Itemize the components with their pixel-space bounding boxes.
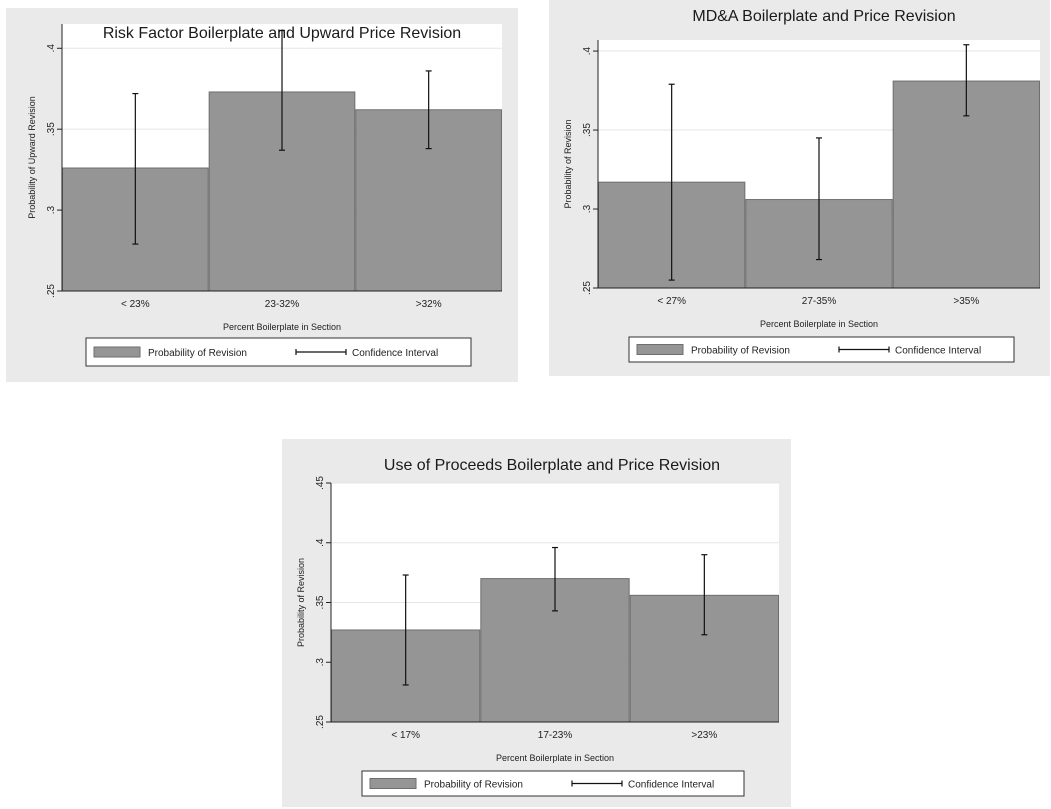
x-tick-label: 17-23% [538,730,573,741]
chart-panel-mda: MD&A Boilerplate and Price Revision .25 .3… [549,0,1050,376]
y-tick-label: .35 [315,595,326,609]
legend-box [628,336,1015,363]
chart-risk-factor: Risk Factor Boilerplate and Upward Price… [27,24,503,367]
x-tick-label: 23-32% [265,299,300,310]
y-axis-label: Probability of Upward Revision [27,96,37,219]
chart-panel-risk-factor: Risk Factor Boilerplate and Upward Price… [6,8,518,382]
legend-bar-label: Probability of Revision [148,348,247,359]
y-tick-label: .35 [46,122,57,136]
legend-ci-label: Confidence Interval [628,780,714,791]
x-tick-label: < 27% [657,296,686,307]
y-tick-label: .4 [46,44,57,53]
chart-title: MD&A Boilerplate and Price Revision [692,8,955,25]
y-tick-label: .3 [315,658,326,667]
y-tick-label: .35 [582,123,593,137]
y-tick-label: .25 [315,715,326,729]
y-tick-label: .3 [582,204,593,213]
y-tick-label: .45 [315,476,326,490]
legend-bar-swatch [636,344,684,355]
legend-ci-label: Confidence Interval [352,348,438,359]
chart-title: Use of Proceeds Boilerplate and Price Re… [384,457,720,474]
legend-bar-swatch [93,346,141,358]
y-tick-label: .4 [582,46,593,55]
x-tick-label: >35% [953,296,979,307]
legend-bar-label: Probability of Revision [424,780,523,791]
chart-mda: MD&A Boilerplate and Price Revision .25 .3… [563,8,1040,363]
legend-ci-label: Confidence Interval [895,346,981,357]
legend-box [85,337,472,367]
y-tick-label: .4 [315,538,326,547]
legend-box [361,770,745,797]
x-tick-label: >23% [691,730,717,741]
x-tick-label: >32% [416,299,442,310]
x-tick-label: < 23% [121,299,150,310]
y-tick-label: .3 [46,205,57,214]
x-tick-label: 27-35% [802,296,837,307]
x-axis-label: Percent Boilerplate in Section [760,319,878,329]
y-axis-label: Probability of Revision [563,119,573,208]
x-axis-label: Percent Boilerplate in Section [496,753,614,763]
x-axis-label: Percent Boilerplate in Section [223,322,341,332]
y-tick-label: .25 [46,284,57,298]
x-tick-label: < 17% [391,730,420,741]
chart-use-of-proceeds: Use of Proceeds Boilerplate and Price Re… [296,457,779,797]
y-tick-label: .25 [582,281,593,295]
legend-bar-label: Probability of Revision [691,346,790,357]
chart-panel-use-of-proceeds: Use of Proceeds Boilerplate and Price Re… [282,439,791,807]
legend-bar-swatch [369,778,417,789]
y-axis-label: Probability of Revision [296,558,306,647]
